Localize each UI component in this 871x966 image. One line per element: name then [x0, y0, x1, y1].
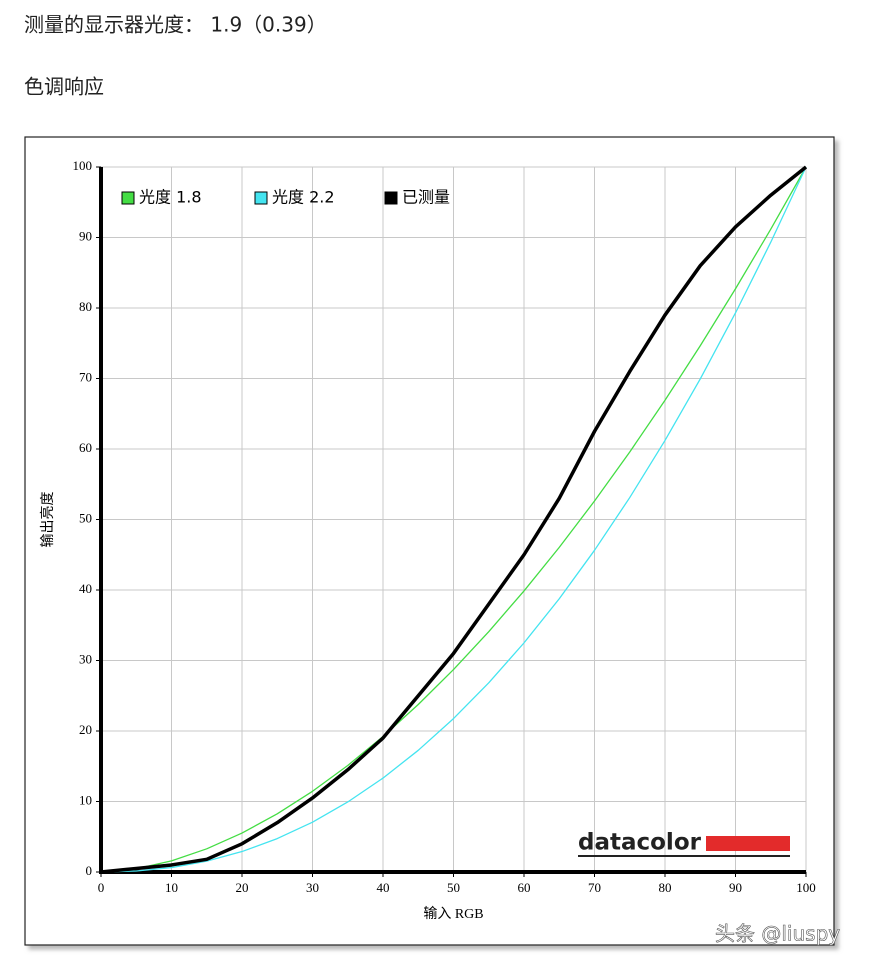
legend-label: 光度 1.8 [139, 188, 202, 207]
x-tick-label: 60 [518, 880, 531, 895]
x-tick-label: 40 [377, 880, 390, 895]
legend-swatch [384, 191, 398, 205]
y-tick-label: 0 [86, 863, 93, 878]
section-title: 色调响应 [24, 75, 104, 99]
x-tick-label: 80 [659, 880, 672, 895]
y-tick-label: 100 [73, 158, 93, 173]
y-tick-label: 40 [79, 581, 92, 596]
x-axis-label: 输入 RGB [423, 906, 483, 922]
series-line [100, 165, 808, 874]
legend-label: 光度 2.2 [272, 188, 335, 207]
legend-swatch [254, 191, 268, 205]
y-axis-label: 输出亮度 [39, 492, 56, 548]
legend-swatch [121, 191, 135, 205]
gamma-text: 测量的显示器光度： 1.9（0.39） [24, 13, 327, 37]
x-tick-label: 90 [729, 880, 742, 895]
x-tick-label: 10 [165, 880, 178, 895]
y-tick-label: 50 [79, 510, 92, 525]
y-tick-label: 80 [79, 299, 92, 314]
y-tick-label: 20 [79, 722, 92, 737]
y-tick-label: 10 [79, 792, 92, 807]
logo-text: datacolor [578, 830, 702, 856]
x-tick-label: 50 [447, 880, 460, 895]
x-tick-label: 20 [236, 880, 249, 895]
chart: 0 10 20 30 40 50 60 70 80 90 100 0 10 20 30 40 50 60 70 80 9… [39, 158, 816, 922]
x-tick-label: 0 [98, 880, 105, 895]
watermark: 头条 @liuspy [715, 922, 840, 946]
y-tick-label: 60 [79, 440, 92, 455]
logo-bar [706, 836, 790, 851]
y-tick-label: 30 [79, 651, 92, 666]
x-tick-label: 30 [306, 880, 319, 895]
chart-frame [24, 136, 835, 946]
legend-label: 已测量 [402, 188, 450, 207]
series-line [100, 166, 807, 873]
x-tick-label: 70 [588, 880, 601, 895]
x-tick-label: 100 [796, 880, 816, 895]
y-tick-label: 70 [79, 369, 92, 384]
series-line [100, 166, 807, 873]
y-tick-label: 90 [79, 228, 92, 243]
